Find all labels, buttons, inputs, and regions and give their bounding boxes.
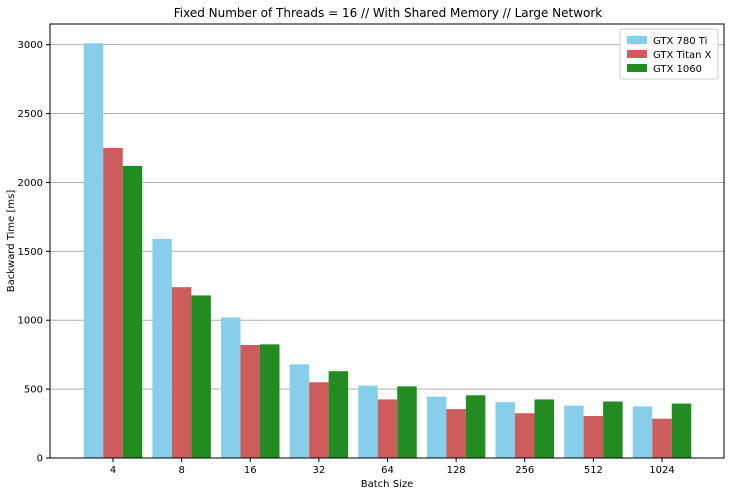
bar (397, 386, 417, 458)
bar (191, 295, 211, 458)
legend-label: GTX 780 Ti (653, 36, 707, 47)
bar (426, 396, 447, 458)
bar (309, 382, 329, 458)
bar (328, 371, 349, 458)
bar (260, 344, 280, 458)
bar (240, 345, 260, 458)
x-axis-label: Batch Size (361, 479, 413, 490)
bar (122, 165, 143, 458)
bar (632, 406, 653, 458)
x-tick-label: 8 (178, 465, 184, 476)
bar (603, 401, 623, 458)
bar (221, 317, 241, 458)
legend-swatch (627, 64, 647, 72)
bar (534, 399, 554, 458)
bar (583, 415, 604, 458)
bar (377, 399, 398, 458)
y-axis-ticks: 0 500 1000 1500 2000 2500 3000 (18, 40, 50, 465)
x-tick-label: 64 (381, 465, 394, 476)
bar (465, 395, 486, 458)
legend-swatch (627, 50, 647, 58)
y-tick-label: 1500 (18, 247, 43, 258)
legend-label: GTX Titan X (653, 50, 712, 61)
y-tick-label: 1000 (18, 316, 43, 327)
x-tick-label: 128 (447, 465, 466, 476)
bar (564, 405, 584, 458)
chart-title: Fixed Number of Threads = 16 // With Sha… (174, 6, 603, 20)
bar (515, 413, 535, 458)
bar (358, 385, 378, 458)
bar (495, 402, 515, 458)
x-tick-label: 32 (313, 465, 326, 476)
x-tick-label: 1024 (649, 465, 674, 476)
bars (83, 43, 692, 459)
y-tick-label: 0 (37, 454, 43, 465)
y-axis-label: Backward Time [ms] (6, 190, 17, 293)
bar (152, 238, 172, 458)
y-tick-label: 2500 (18, 109, 43, 120)
legend-swatch (627, 36, 647, 44)
bar (103, 148, 123, 458)
bar (289, 364, 310, 458)
y-tick-label: 2000 (18, 178, 43, 189)
x-tick-label: 512 (584, 465, 603, 476)
bar (671, 403, 692, 458)
x-tick-label: 4 (110, 465, 116, 476)
bar (83, 43, 104, 459)
bar (171, 287, 192, 458)
x-tick-label: 16 (244, 465, 257, 476)
bar (652, 418, 672, 458)
legend: GTX 780 Ti GTX Titan X GTX 1060 (619, 28, 719, 80)
bar (446, 409, 466, 458)
legend-label: GTX 1060 (653, 64, 702, 75)
y-tick-label: 3000 (18, 40, 43, 51)
y-tick-label: 500 (24, 385, 43, 396)
x-tick-label: 256 (515, 465, 534, 476)
x-axis-ticks: 4 8 16 32 64 128 256 512 1024 (110, 458, 675, 476)
